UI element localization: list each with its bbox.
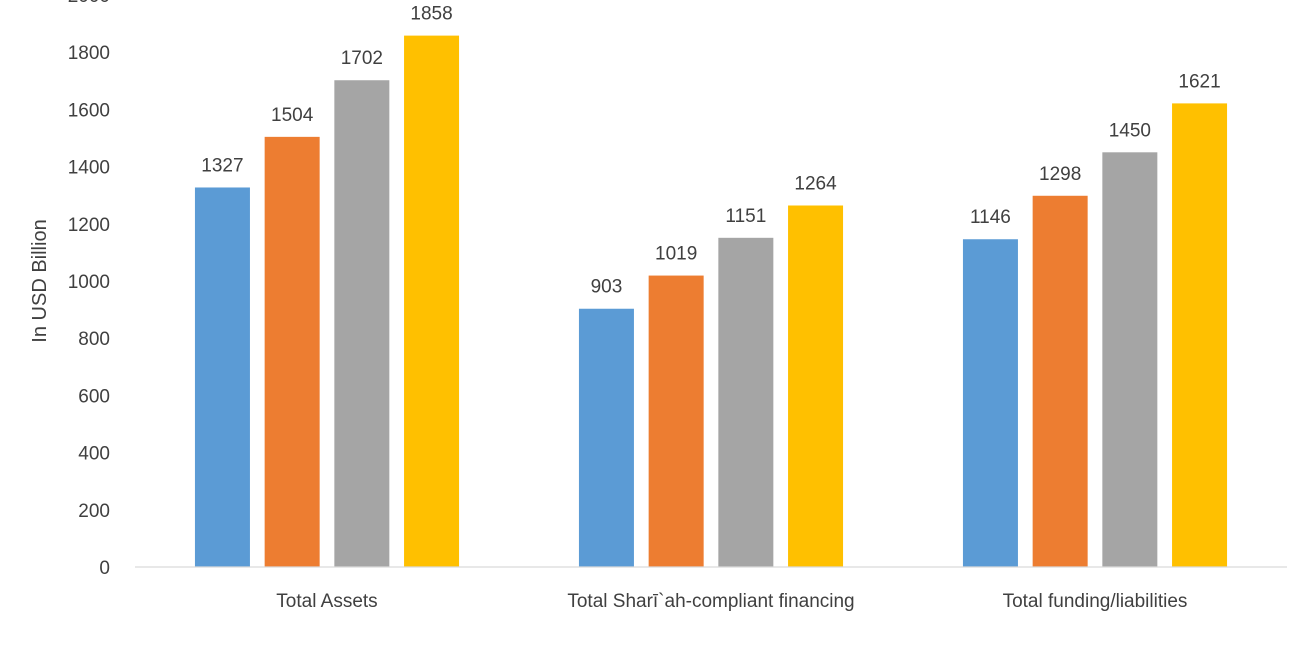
bar-series [194,35,1228,568]
y-tick-label-2000: 2000 [68,0,110,7]
data-label-2020q4-total-shar-ah-compliant-financing: 1019 [655,244,697,265]
y-tick-label-800: 800 [78,329,110,350]
data-label-2020q4-total-assets: 1504 [271,105,314,126]
bar-2020q4-total-funding-liabilities [1032,195,1088,567]
bar-2022q4-total-funding-liabilities [1172,103,1228,568]
category-labels: Total Assets Total Sharī`ah-compliant fin… [276,591,1187,612]
bar-2021q4-total-funding-liabilities [1102,152,1158,568]
data-label-2021q4-total-assets: 1702 [341,48,383,69]
data-label-2019q4-total-shar-ah-compliant-financing: 903 [591,277,623,298]
y-axis-title-group: In USD Billion [29,219,51,342]
bar-2022q4-total-assets [404,35,460,567]
y-tick-label-1400: 1400 [68,158,110,179]
data-label-2020q4-total-funding-liabilities: 1298 [1039,164,1081,185]
y-tick-label-400: 400 [78,444,110,465]
y-tick-label-200: 200 [78,501,110,522]
bar-2019q4-total-funding-liabilities [962,239,1018,567]
y-tick-label-1600: 1600 [68,100,110,121]
bar-2020q4-total-shar-ah-compliant-financing [648,275,704,567]
y-tick-label-1000: 1000 [68,272,110,293]
bar-2019q4-total-assets [194,187,250,567]
category-label-total-funding-liabilities: Total funding/liabilities [1003,591,1188,612]
y-tick-label-600: 600 [78,386,110,407]
data-label-2022q4-total-shar-ah-compliant-financing: 1264 [794,173,837,194]
y-tick-label-1800: 1800 [68,43,110,64]
y-axis-ticks: 0 200 400 600 800 1000 1200 1400 1600 1800 2000 [68,0,110,579]
data-labels: 1327 1504 1702 1858 903 1019 1151 1264 1146 1298 1… [201,4,1220,298]
data-label-2019q4-total-funding-liabilities: 1146 [970,207,1011,228]
bar-2021q4-total-assets [334,80,390,567]
y-tick-label-0: 0 [99,558,110,579]
bar-2019q4-total-shar-ah-compliant-financing [578,308,634,567]
data-label-2022q4-total-assets: 1858 [410,4,452,25]
data-label-2021q4-total-shar-ah-compliant-financing: 1151 [725,206,766,227]
y-axis-title: In USD Billion [29,219,51,342]
data-label-2022q4-total-funding-liabilities: 1621 [1178,71,1220,92]
data-label-2019q4-total-assets: 1327 [201,155,243,176]
category-label-total-shar-ah-compliant-financing: Total Sharī`ah-compliant financing [567,591,854,612]
y-tick-label-1200: 1200 [68,215,110,236]
data-label-2021q4-total-funding-liabilities: 1450 [1109,120,1151,141]
category-label-total-assets: Total Assets [276,591,377,612]
bar-2020q4-total-assets [264,136,320,567]
bar-2022q4-total-shar-ah-compliant-financing [788,205,844,567]
bar-2021q4-total-shar-ah-compliant-financing [718,237,774,567]
